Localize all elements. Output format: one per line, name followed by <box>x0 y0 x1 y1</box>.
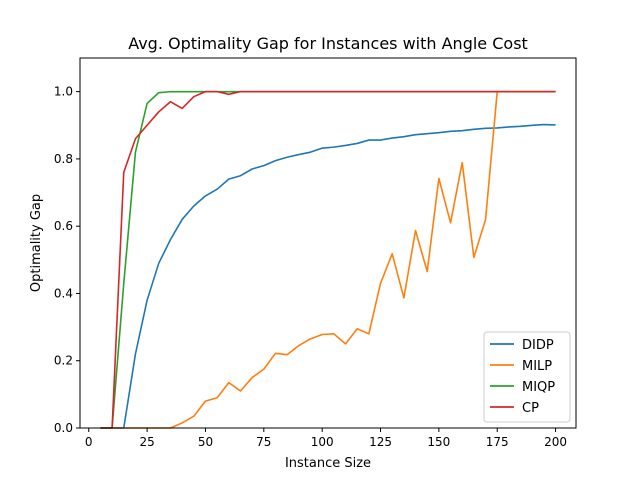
x-tick-label: 0 <box>85 435 93 449</box>
y-axis-label: Optimality Gap <box>29 194 44 292</box>
plot-frame <box>79 57 577 429</box>
x-tick-label: 75 <box>256 435 271 449</box>
legend-box <box>483 331 571 423</box>
x-tick-label: 175 <box>486 435 509 449</box>
y-tick-label: 0.6 <box>54 219 73 233</box>
series-line-didp <box>100 123 556 429</box>
x-tick-label: 200 <box>544 435 567 449</box>
legend-label-milp: MILP <box>522 359 552 374</box>
y-tick-label: 0.0 <box>54 421 73 435</box>
y-tick-label: 0.2 <box>54 354 73 368</box>
y-axis-ticks: 0.0 0.2 0.4 0.6 0.8 1.0 <box>54 85 80 435</box>
legend: DIDP MILP MIQP CP <box>483 331 571 423</box>
y-tick-label: 0.4 <box>54 286 73 300</box>
x-tick-label: 125 <box>369 435 392 449</box>
series-line-milp <box>100 90 556 429</box>
series-layer <box>100 90 556 429</box>
x-tick-label: 100 <box>311 435 334 449</box>
y-tick-label: 0.8 <box>54 152 73 166</box>
y-tick-label: 1.0 <box>54 85 73 99</box>
legend-label-miqp: MIQP <box>522 380 555 395</box>
series-line-cp <box>100 90 556 429</box>
x-axis-ticks: 0 25 50 75 100 125 150 175 200 <box>85 428 567 449</box>
x-tick-label: 150 <box>427 435 450 449</box>
chart-title: Avg. Optimality Gap for Instances with A… <box>128 34 528 53</box>
x-axis-label: Instance Size <box>285 456 371 471</box>
legend-label-cp: CP <box>522 401 539 416</box>
x-tick-label: 25 <box>139 435 154 449</box>
legend-label-didp: DIDP <box>522 338 554 353</box>
x-tick-label: 50 <box>198 435 213 449</box>
